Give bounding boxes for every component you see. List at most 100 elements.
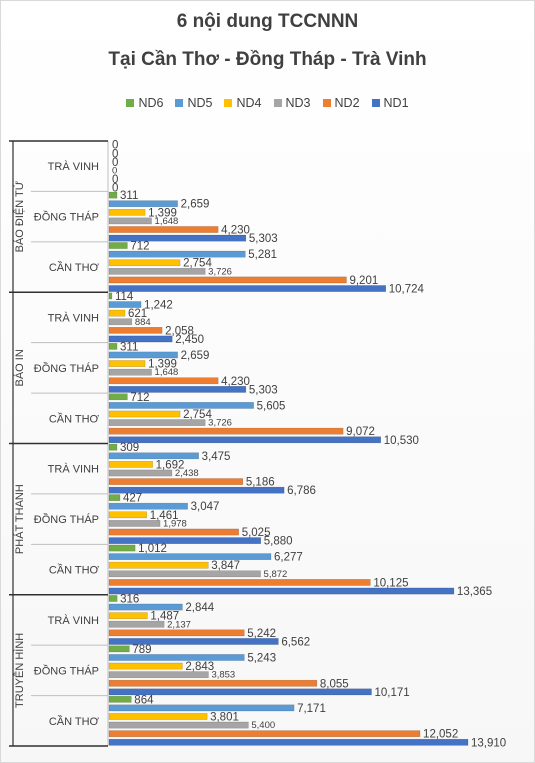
data-label: 1,399	[148, 207, 177, 219]
legend-item-nd2: ND2	[322, 96, 360, 110]
data-label: 10,125	[373, 577, 408, 589]
category-tick-label: TRÀ VINH	[48, 160, 99, 173]
data-label: 0	[112, 148, 118, 160]
legend-label: ND3	[285, 96, 311, 110]
data-label: 5,186	[246, 477, 275, 489]
bar-nd1	[108, 335, 173, 343]
category-tick-label: TRÀ VINH	[48, 311, 99, 324]
legend-item-nd1: ND1	[371, 96, 409, 110]
bar-nd5	[108, 553, 272, 560]
bar-nd5	[108, 301, 142, 308]
bar-nd5	[108, 654, 245, 661]
data-label: 0	[112, 183, 118, 195]
bar-nd6	[108, 292, 113, 300]
data-label: 884	[135, 317, 151, 328]
category-tick-label: CẦN THƠ	[49, 412, 100, 425]
category-tick-label: TRÀ VINH	[48, 614, 99, 627]
data-label: 10,171	[375, 687, 410, 699]
data-label: 10,724	[389, 284, 425, 296]
legend-swatch	[273, 99, 282, 107]
data-label: 1,978	[163, 518, 187, 529]
bar-nd2	[108, 427, 344, 435]
data-label: 7,171	[297, 703, 326, 715]
bar-nd5	[108, 250, 246, 258]
data-label: 3,801	[210, 711, 239, 723]
bar-nd2	[108, 478, 244, 485]
data-label: 5,605	[257, 400, 286, 412]
legend-item-nd5: ND5	[175, 96, 212, 110]
legend-label: ND2	[334, 96, 360, 110]
category-tick-label: CẦN THƠ	[49, 564, 100, 577]
bar-nd2	[108, 730, 421, 738]
category-tick-label: ĐỒNG THÁP	[34, 211, 99, 224]
data-label: 5,303	[249, 233, 278, 245]
bar-nd4	[108, 461, 153, 468]
data-label: 3,047	[191, 501, 220, 513]
bar-nd6	[108, 393, 128, 401]
data-label: 2,754	[183, 409, 212, 421]
data-label: 9,072	[346, 426, 375, 438]
data-label: 311	[120, 190, 138, 202]
bar-nd4	[108, 612, 148, 620]
bar-nd1	[108, 486, 285, 494]
data-label: 5,400	[251, 720, 275, 731]
bar-nd3	[108, 671, 209, 679]
data-label: 712	[130, 241, 149, 253]
data-label: 4,230	[221, 225, 250, 237]
data-label: 1,648	[155, 367, 179, 378]
data-label: 712	[130, 392, 149, 404]
data-label: 5,242	[247, 628, 276, 640]
group-label: BÁO IN	[13, 349, 26, 386]
bar-nd3	[108, 267, 206, 275]
bar-nd4	[108, 208, 146, 216]
legend-swatch	[322, 99, 331, 107]
bar-nd3	[108, 520, 161, 527]
data-label: 0	[112, 140, 118, 152]
bar-nd3	[108, 217, 152, 225]
data-label: 13,365	[457, 586, 492, 598]
category-tick-label: CẦN THƠ	[49, 715, 100, 728]
bar-nd4	[108, 713, 208, 720]
bar-nd2	[108, 528, 239, 536]
data-label: 1,461	[150, 510, 179, 522]
bar-nd4	[108, 309, 126, 317]
bar-nd6	[108, 494, 121, 501]
data-label: 2,659	[181, 350, 210, 362]
bar-nd4	[108, 511, 147, 519]
bar-nd3	[108, 570, 261, 578]
data-label: 10,530	[384, 435, 419, 447]
data-label: 621	[128, 308, 147, 320]
bar-nd3	[108, 419, 206, 426]
bar-nd2	[108, 629, 245, 637]
bar-nd5	[108, 502, 188, 510]
bar-nd1	[108, 587, 455, 595]
data-label: 789	[132, 644, 151, 656]
bar-nd5	[108, 351, 178, 359]
data-label: 3,475	[202, 451, 231, 463]
bar-nd5	[108, 402, 254, 409]
data-label: 2,438	[175, 468, 199, 479]
bar-nd1	[108, 688, 372, 696]
legend-item-nd4: ND4	[224, 96, 262, 110]
bar-nd6	[108, 191, 118, 199]
category-tick-label: ĐỒNG THÁP	[34, 513, 99, 526]
group-label: TRUYỀN HÌNH	[13, 633, 26, 708]
data-label: 1,692	[156, 459, 185, 471]
data-label: 2,137	[167, 619, 191, 630]
data-label: 0	[112, 166, 117, 177]
data-label: 4,230	[221, 376, 250, 388]
category-tick-label: TRÀ VINH	[48, 463, 99, 476]
legend-swatch	[371, 99, 380, 107]
category-tick-label: CẦN THƠ	[49, 261, 100, 274]
bar-nd2	[108, 679, 318, 687]
bar-nd3	[108, 620, 165, 628]
data-label: 1,487	[150, 611, 179, 623]
bar-nd5	[108, 603, 183, 611]
bar-nd1	[108, 234, 247, 242]
bar-nd3	[108, 368, 152, 376]
legend-swatch	[175, 99, 184, 107]
data-label: 309	[120, 442, 139, 454]
bar-nd4	[108, 360, 146, 367]
data-label: 12,052	[423, 729, 458, 741]
